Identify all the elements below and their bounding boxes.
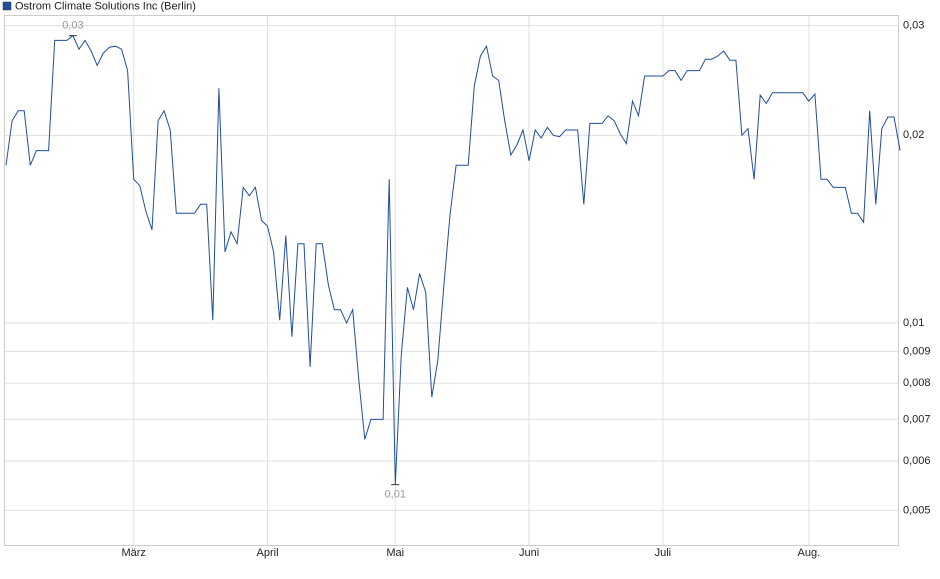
- plot-frame: [4, 15, 899, 546]
- y-tick-label: 0,006: [903, 455, 931, 467]
- x-tick-label: März: [121, 547, 145, 559]
- y-tick-label: 0,007: [903, 413, 931, 425]
- legend-swatch: [2, 1, 12, 11]
- price-line: [5, 34, 901, 485]
- y-tick-label: 0,008: [903, 377, 931, 389]
- grid: [4, 15, 898, 545]
- x-tick-label: Juni: [519, 547, 539, 559]
- x-tick-label: Aug.: [798, 547, 821, 559]
- x-tick-label: Mai: [386, 547, 404, 559]
- value-label: 0,03: [62, 20, 83, 32]
- x-tick-label: April: [257, 547, 279, 559]
- legend-label: Ostrom Climate Solutions Inc (Berlin): [15, 0, 196, 12]
- y-tick-label: 0,01: [903, 317, 924, 329]
- y-tick-label: 0,009: [903, 345, 931, 357]
- value-label: 0,01: [385, 489, 406, 501]
- y-tick-label: 0,005: [903, 504, 931, 516]
- y-tick-label: 0,03: [903, 20, 924, 32]
- x-tick-label: Juli: [655, 547, 672, 559]
- y-tick-label: 0,02: [903, 129, 924, 141]
